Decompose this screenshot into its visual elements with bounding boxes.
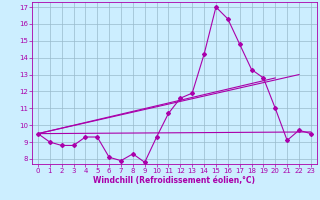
X-axis label: Windchill (Refroidissement éolien,°C): Windchill (Refroidissement éolien,°C) [93,176,255,185]
